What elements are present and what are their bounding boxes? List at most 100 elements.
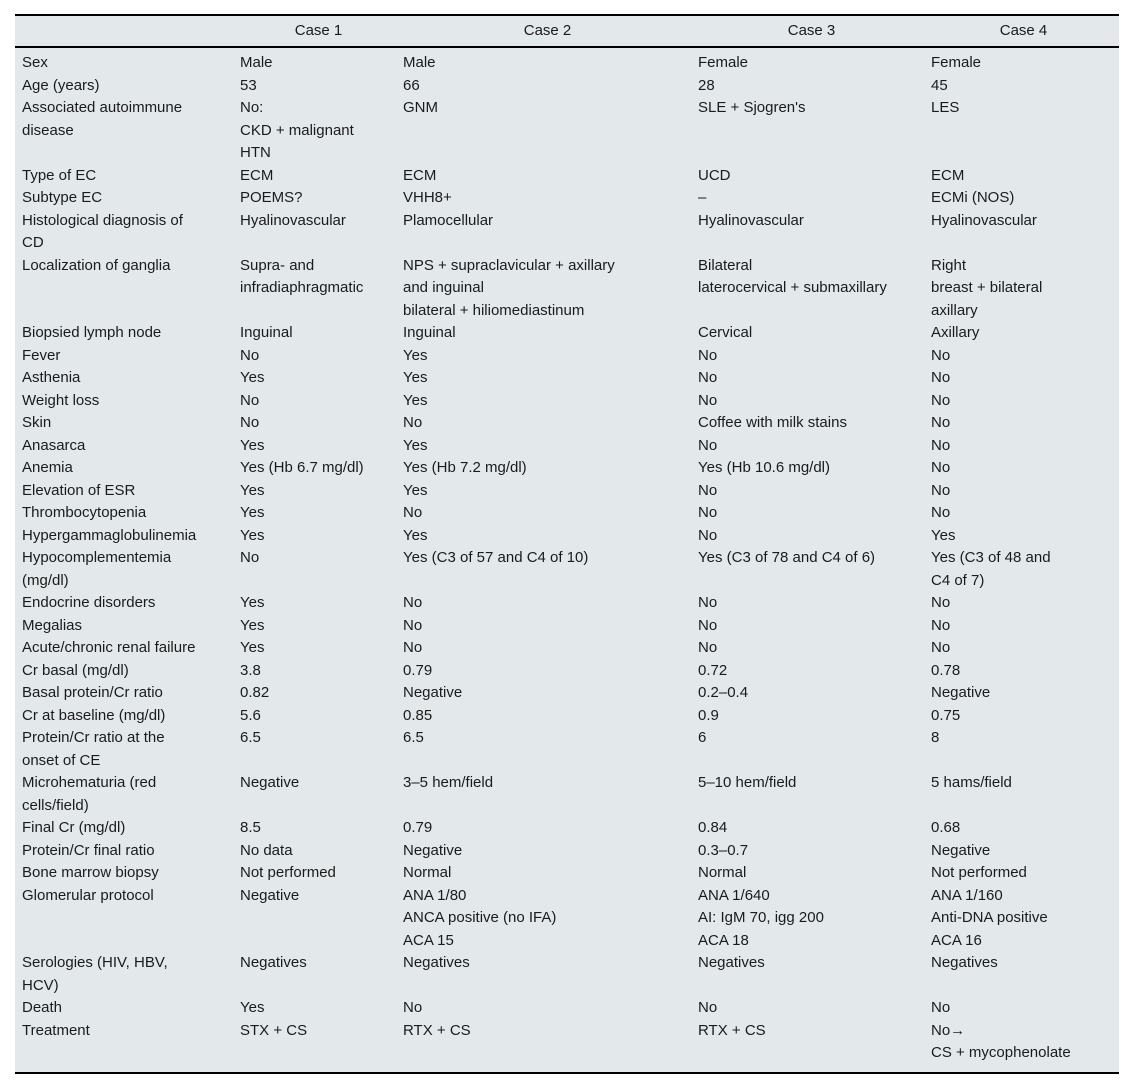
case3-value-cell: Hyalinovascular bbox=[698, 211, 804, 229]
case3-value-cell: Bilateral laterocervical + submaxillary bbox=[698, 256, 887, 297]
table-row: Cr at baseline (mg/dl) 5.6 0.85 0.9 0.75 bbox=[15, 705, 1119, 728]
row-label-cell: Thrombocytopenia bbox=[22, 504, 147, 521]
case1-value-cell: Yes bbox=[240, 999, 265, 1016]
case1-value-cell: Yes bbox=[240, 526, 265, 544]
case2-value-cell: GNM bbox=[403, 99, 438, 116]
row-label-cell: Microhematuria (red cells/field) bbox=[22, 774, 157, 814]
case1-value-cell: POEMS? bbox=[240, 189, 303, 206]
case4-value-cell: No→ CS + mycophenolate bbox=[931, 1021, 1071, 1062]
table-row: Thrombocytopenia Yes No No No bbox=[15, 502, 1119, 525]
table-row: Subtype EC POEMS? VHH8+ – ECMi (NOS) bbox=[15, 187, 1119, 210]
case2-value-cell: No bbox=[403, 414, 423, 431]
row-label-cell: Acute/chronic renal failure bbox=[22, 639, 196, 656]
table-row: Histological diagnosis of CD Hyalinovascu… bbox=[15, 210, 1119, 255]
row-label-cell: Hypergammaglobulinemia bbox=[22, 526, 197, 544]
case2-value-cell: Yes bbox=[403, 346, 428, 364]
row-label-cell: Hypocomplementemia (mg/dl) bbox=[22, 549, 172, 589]
table-header: Case 1 Case 2 Case 3 Case 4 bbox=[15, 15, 1119, 47]
case1-value-cell: Negative bbox=[240, 774, 300, 791]
case3-value-cell: No bbox=[698, 616, 718, 634]
case2-value-cell: Yes bbox=[403, 391, 428, 409]
case3-value-cell: No bbox=[698, 639, 718, 656]
case3-value-cell: Female bbox=[698, 54, 749, 71]
header-cell-case3: Case 3 bbox=[787, 22, 836, 39]
case-comparison-table: Case 1 Case 2 Case 3 Case 4 Sex Male Male F… bbox=[15, 14, 1119, 1074]
table-row: Final Cr (mg/dl) 8.5 0.79 0.84 0.68 bbox=[15, 817, 1119, 840]
table-body: Sex Male Male Female Female Age (years) 53 66 28… bbox=[15, 47, 1119, 1073]
case1-value-cell: No bbox=[240, 549, 260, 566]
row-label-cell: Anemia bbox=[22, 459, 73, 476]
table-row: Anemia Yes (Hb 6.7 mg/dl) Yes (Hb 7.2 mg/d… bbox=[15, 457, 1119, 480]
row-label-cell: Glomerular protocol bbox=[22, 886, 154, 904]
case2-value-cell: Negatives bbox=[403, 954, 470, 971]
case3-value-cell: No bbox=[698, 526, 718, 544]
header-cell-case4: Case 4 bbox=[999, 22, 1048, 39]
case1-value-cell: No bbox=[240, 414, 260, 431]
case4-value-cell: Not performed bbox=[931, 864, 1027, 881]
row-label-cell: Weight loss bbox=[22, 391, 100, 409]
case1-value-cell: STX + CS bbox=[240, 1021, 308, 1039]
table-row: Endocrine disorders Yes No No No bbox=[15, 592, 1119, 615]
table-row: Elevation of ESR Yes Yes No No bbox=[15, 480, 1119, 503]
case2-value-cell: NPS + supraclavicular + axillary and ing… bbox=[403, 256, 615, 319]
case2-value-cell: 66 bbox=[403, 76, 420, 94]
case2-value-cell: 3–5 hem/field bbox=[403, 774, 494, 791]
case4-value-cell: 0.68 bbox=[931, 819, 961, 836]
case3-value-cell: ANA 1/640 AI: IgM 70, igg 200 ACA 18 bbox=[698, 886, 824, 949]
case3-value-cell: No bbox=[698, 391, 718, 409]
case3-value-cell: RTX + CS bbox=[698, 1021, 766, 1039]
case3-value-cell: No bbox=[698, 999, 718, 1016]
case1-value-cell: Hyalinovascular bbox=[240, 211, 346, 229]
row-label-cell: Protein/Cr final ratio bbox=[22, 841, 155, 859]
case4-value-cell: 0.75 bbox=[931, 706, 961, 724]
case4-value-cell: No bbox=[931, 414, 951, 431]
case2-value-cell: ANA 1/80 ANCA positive (no IFA) ACA 15 bbox=[403, 886, 557, 949]
case3-value-cell: 0.9 bbox=[698, 706, 719, 724]
case1-value-cell: 3.8 bbox=[240, 661, 261, 679]
case3-value-cell: Coffee with milk stains bbox=[698, 414, 847, 431]
row-label-cell: Death bbox=[22, 999, 63, 1016]
table-row: Sex Male Male Female Female bbox=[15, 47, 1119, 75]
case1-value-cell: No: CKD + malignant HTN bbox=[240, 99, 354, 161]
table-row: Localization of ganglia Supra- and infrad… bbox=[15, 255, 1119, 323]
case2-value-cell: No bbox=[403, 639, 423, 656]
row-label-cell: Serologies (HIV, HBV, HCV) bbox=[22, 954, 168, 994]
case1-value-cell: Yes bbox=[240, 639, 265, 656]
table-row: Fever No Yes No No bbox=[15, 345, 1119, 368]
case1-value-cell: Yes bbox=[240, 481, 265, 499]
row-label-cell: Histological diagnosis of CD bbox=[22, 211, 183, 252]
case4-value-cell: Yes bbox=[931, 526, 956, 544]
case3-value-cell: 0.2–0.4 bbox=[698, 684, 749, 701]
case2-value-cell: Yes bbox=[403, 369, 428, 386]
case4-value-cell: No bbox=[931, 369, 951, 386]
row-label-cell: Skin bbox=[22, 414, 52, 431]
case4-value-cell: 5 hams/field bbox=[931, 774, 1012, 791]
table-row: Biopsied lymph node Inguinal Inguinal Cervi… bbox=[15, 322, 1119, 345]
case4-value-cell: ECMi (NOS) bbox=[931, 189, 1015, 206]
case1-value-cell: Yes (Hb 6.7 mg/dl) bbox=[240, 459, 364, 476]
table-row: Bone marrow biopsy Not performed Normal Nor… bbox=[15, 862, 1119, 885]
case2-value-cell: No bbox=[403, 594, 423, 611]
case4-value-cell: No bbox=[931, 999, 951, 1016]
row-label-cell: Protein/Cr ratio at the onset of CE bbox=[22, 729, 165, 769]
case1-value-cell: 0.82 bbox=[240, 684, 270, 701]
row-label-cell: Associated autoimmune disease bbox=[22, 99, 183, 139]
case2-value-cell: Inguinal bbox=[403, 324, 456, 341]
case3-value-cell: Yes (C3 of 78 and C4 of 6) bbox=[698, 549, 876, 566]
row-label-cell: Localization of ganglia bbox=[22, 256, 171, 274]
table-row: Cr basal (mg/dl) 3.8 0.79 0.72 0.78 bbox=[15, 660, 1119, 683]
case4-value-cell: LES bbox=[931, 99, 960, 116]
case2-value-cell: No bbox=[403, 504, 423, 521]
row-label-cell: Sex bbox=[22, 54, 48, 71]
case4-value-cell: Negative bbox=[931, 841, 991, 859]
table-row: Acute/chronic renal failure Yes No No No bbox=[15, 637, 1119, 660]
row-label-cell: Subtype EC bbox=[22, 189, 103, 206]
case2-value-cell: RTX + CS bbox=[403, 1021, 471, 1039]
case3-value-cell: No bbox=[698, 369, 718, 386]
table-row: Basal protein/Cr ratio 0.82 Negative 0.2–0.… bbox=[15, 682, 1119, 705]
case3-value-cell: No bbox=[698, 436, 718, 454]
case3-value-cell: No bbox=[698, 594, 718, 611]
table-row: Anasarca Yes Yes No No bbox=[15, 435, 1119, 458]
row-label-cell: Fever bbox=[22, 346, 61, 364]
case4-value-cell: Female bbox=[931, 54, 982, 71]
